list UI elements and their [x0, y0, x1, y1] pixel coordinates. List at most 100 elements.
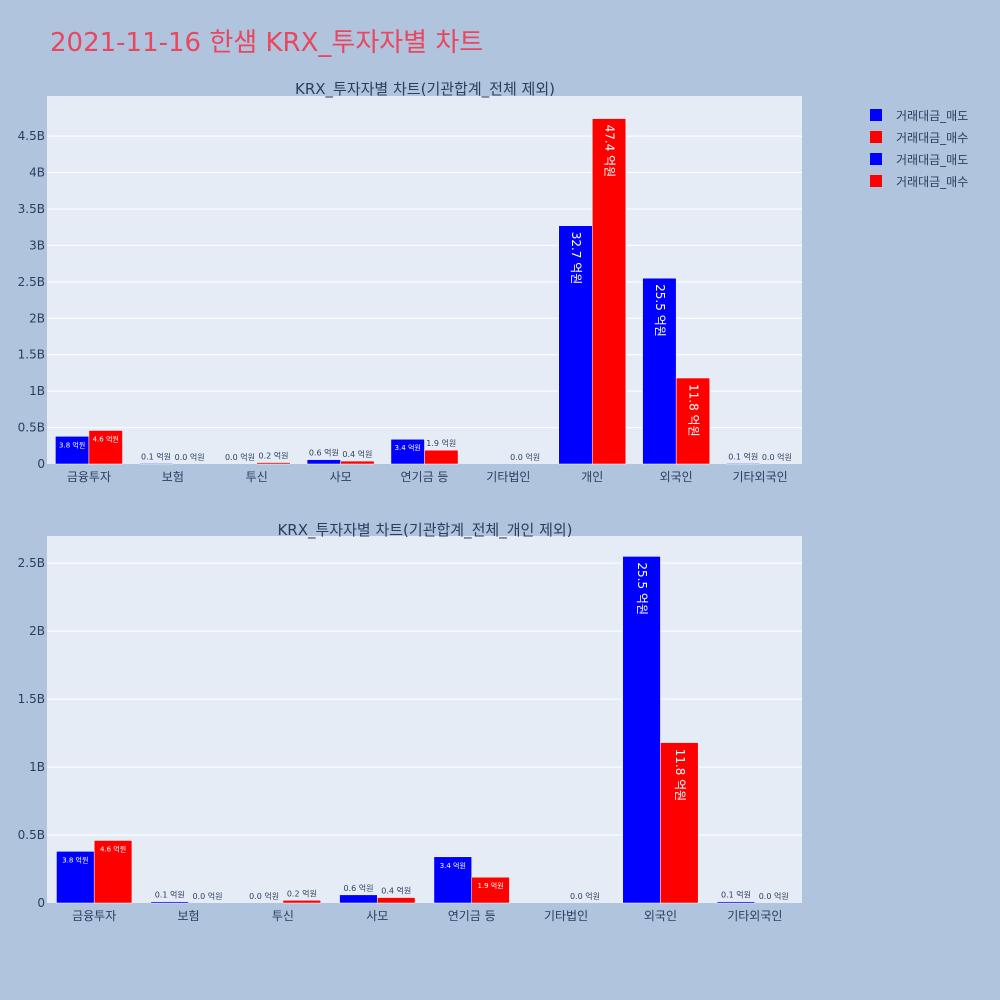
data-label: 1.9 억원 [426, 438, 456, 448]
data-label: 3.4 억원 [440, 861, 466, 870]
bar [339, 894, 378, 904]
legend-label: 거래대금_매수 [896, 130, 969, 145]
legend-label: 거래대금_매도 [896, 108, 969, 123]
x-tick-label: 기타외국인 [727, 909, 782, 923]
x-tick-label: 연기금 등 [401, 470, 449, 484]
data-label: 3.8 억원 [59, 440, 85, 449]
x-tick-label: 연기금 등 [448, 909, 496, 923]
x-tick-label: 외국인 [660, 470, 693, 484]
y-tick-label: 2B [29, 311, 45, 325]
x-tick-label: 기타법인 [486, 470, 530, 484]
data-label: 0.0 억원 [225, 452, 255, 462]
y-tick-label: 1B [29, 384, 45, 398]
bar [88, 430, 123, 465]
legend-label: 거래대금_매수 [896, 174, 969, 189]
bar [592, 118, 627, 465]
bar [471, 876, 510, 904]
bar [424, 449, 459, 465]
x-tick-label: 사모 [366, 909, 388, 923]
bar [558, 225, 593, 465]
legend-label: 거래대금_매도 [896, 152, 969, 167]
data-label: 0.0 억원 [759, 891, 789, 901]
data-label: 11.8 억원 [686, 384, 700, 437]
data-label: 4.6 억원 [93, 434, 119, 443]
x-tick-label: 기타법인 [544, 909, 588, 923]
x-tick-label: 기타외국인 [732, 470, 787, 484]
y-tick-label: 1B [29, 760, 45, 774]
x-tick-label: 사모 [330, 470, 352, 484]
bar [256, 462, 291, 465]
bar [55, 436, 90, 465]
data-label: 0.0 억원 [249, 891, 279, 901]
y-tick-label: 2B [29, 624, 45, 638]
y-tick-label: 0 [37, 457, 45, 471]
legend: 거래대금_매도 거래대금_매수 거래대금_매도 거래대금_매수 [870, 104, 968, 192]
chart-1: KRX_투자자별 차트(기관합계_전체 제외) 0 0.5B 1B 1.5B 2B 2.5B… [18, 80, 802, 484]
x-tick-label: 투신 [246, 470, 268, 484]
data-label: 47.4 억원 [603, 125, 617, 178]
bar [139, 463, 174, 465]
y-tick-label: 2.5B [18, 556, 45, 570]
data-label: 25.5 억원 [653, 284, 667, 337]
data-label: 0.0 억원 [175, 452, 205, 462]
x-tick-label: 외국인 [644, 909, 677, 923]
data-label: 0.0 억원 [762, 452, 792, 462]
x-tick-label: 보험 [162, 470, 184, 484]
chart-title: KRX_투자자별 차트(기관합계_전체_개인 제외) [277, 521, 572, 540]
bar [726, 463, 761, 465]
bar [433, 856, 472, 904]
legend-swatch [870, 131, 882, 143]
legend-item[interactable]: 거래대금_매수 [870, 126, 968, 148]
bar [642, 277, 677, 465]
y-tick-label: 4B [29, 166, 45, 180]
bar [660, 742, 699, 904]
data-label: 0.4 억원 [381, 886, 411, 896]
page-title: 2021-11-16 한샘 KRX_투자자별 차트 [50, 28, 484, 58]
data-label: 0.1 억원 [728, 451, 758, 461]
data-label: 25.5 억원 [635, 562, 649, 615]
data-label: 0.2 억원 [287, 888, 317, 898]
y-tick-label: 1.5B [18, 348, 45, 362]
bar [622, 556, 661, 904]
data-label: 0.2 억원 [259, 451, 289, 461]
data-label: 0.0 억원 [570, 891, 600, 901]
y-tick-label: 0.5B [18, 828, 45, 842]
data-label: 0.4 억원 [342, 449, 372, 459]
legend-item[interactable]: 거래대금_매도 [870, 104, 968, 126]
data-label: 32.7 억원 [569, 232, 583, 285]
y-tick-label: 2.5B [18, 275, 45, 289]
data-label: 3.8 억원 [62, 855, 88, 864]
y-tick-label: 3.5B [18, 202, 45, 216]
bar [282, 900, 321, 904]
y-tick-label: 0 [37, 896, 45, 910]
data-label: 0.1 억원 [721, 890, 751, 900]
x-tick-label: 개인 [581, 470, 603, 484]
y-tick-label: 0.5B [18, 421, 45, 435]
bar [306, 459, 341, 465]
data-label: 3.4 억원 [395, 443, 421, 452]
legend-item[interactable]: 거래대금_매도 [870, 148, 968, 170]
data-label: 0.6 억원 [343, 883, 373, 893]
y-tick-label: 4.5B [18, 129, 45, 143]
bar [56, 851, 95, 904]
legend-item[interactable]: 거래대금_매수 [870, 170, 968, 192]
data-label: 0.6 억원 [309, 448, 339, 458]
chart-title: KRX_투자자별 차트(기관합계_전체 제외) [295, 80, 555, 99]
data-label: 0.1 억원 [141, 451, 171, 461]
legend-swatch [870, 175, 882, 187]
data-label: 1.9 억원 [477, 881, 503, 890]
data-label: 4.6 억원 [100, 844, 126, 853]
y-tick-label: 3B [29, 238, 45, 252]
y-tick-label: 1.5B [18, 692, 45, 706]
bar [340, 460, 375, 465]
data-label: 0.1 억원 [155, 890, 185, 900]
bar [150, 901, 189, 904]
legend-swatch [870, 109, 882, 121]
data-label: 0.0 억원 [510, 452, 540, 462]
x-tick-label: 보험 [178, 909, 200, 923]
data-label: 11.8 억원 [673, 749, 687, 802]
x-tick-label: 투신 [272, 909, 294, 923]
bar [675, 377, 710, 465]
x-tick-label: 금융투자 [72, 909, 116, 923]
bar [716, 901, 756, 904]
